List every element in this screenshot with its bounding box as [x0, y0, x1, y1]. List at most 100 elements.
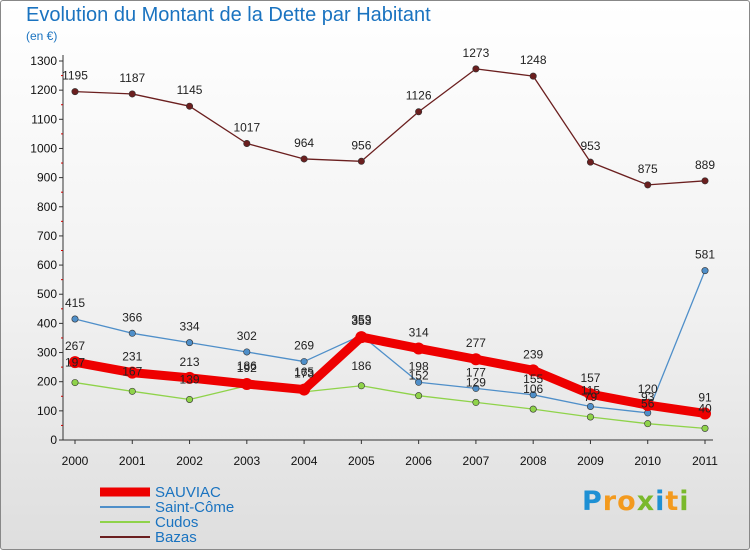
x-tick-label: 2002: [176, 454, 203, 468]
data-point-cudos: [415, 392, 423, 400]
data-label-sauviac: 267: [65, 339, 85, 353]
data-point-cudos: [644, 420, 652, 428]
data-label-bazas: 964: [294, 136, 314, 150]
data-label-cudos: 129: [466, 375, 486, 389]
data-point-cudos: [357, 382, 365, 390]
data-label-bazas: 1126: [406, 89, 432, 103]
data-label-saint-c-me: 177: [466, 365, 486, 379]
data-point-cudos: [472, 398, 480, 406]
logo-letter: i: [655, 486, 666, 517]
data-label-cudos: 186: [237, 359, 257, 373]
data-point-bazas: [357, 157, 365, 165]
y-tick-label: 1100: [31, 112, 57, 126]
data-label-bazas: 1273: [463, 46, 490, 60]
logo-letter: x: [636, 486, 656, 517]
data-label-sauviac: 192: [237, 361, 257, 375]
series-line-sauviac: [70, 332, 710, 418]
data-point-bazas: [186, 102, 194, 110]
data-point-bazas: [529, 72, 537, 80]
data-point-sauviac: [584, 388, 597, 401]
data-label-saint-c-me: 581: [695, 248, 715, 262]
data-label-bazas: 1195: [62, 69, 88, 83]
data-label-cudos: 139: [180, 372, 200, 386]
series-line-cudos: [74, 381, 706, 429]
data-point-sauviac: [126, 366, 139, 379]
y-tick-label: 800: [37, 200, 57, 214]
data-point-cudos: [529, 405, 537, 413]
data-point-bazas: [243, 140, 251, 148]
data-point-sauviac: [699, 407, 711, 420]
x-tick-label: 2000: [62, 454, 89, 468]
data-point-bazas: [644, 181, 652, 189]
y-tick-label: 400: [37, 316, 57, 330]
data-point-sauviac: [240, 378, 253, 391]
x-tick-label: 2003: [233, 454, 260, 468]
x-tick-label: 2005: [348, 454, 375, 468]
data-point-cudos: [71, 379, 79, 387]
data-point-sauviac: [355, 331, 368, 344]
data-point-bazas: [701, 177, 709, 185]
data-label-saint-c-me: 198: [409, 359, 429, 373]
x-tick-label: 2006: [405, 454, 432, 468]
y-tick-label: 1300: [30, 54, 57, 68]
y-tick-label: 900: [37, 171, 57, 185]
data-label-cudos: 106: [523, 382, 543, 396]
data-point-saint-c-me: [128, 329, 136, 337]
data-point-saint-c-me: [529, 391, 537, 399]
data-point-bazas: [71, 88, 79, 96]
data-label-bazas: 1248: [520, 53, 547, 67]
data-label-saint-c-me: 302: [237, 329, 257, 343]
y-tick-label: 600: [37, 258, 57, 272]
data-point-saint-c-me: [71, 315, 79, 323]
y-tick-label: 0: [50, 433, 57, 447]
data-label-cudos: 167: [122, 364, 142, 378]
data-point-saint-c-me: [243, 348, 251, 356]
x-tick-label: 2011: [692, 454, 718, 468]
y-tick-label: 700: [37, 229, 57, 243]
series-line-saint-c-me: [74, 269, 706, 414]
data-label-bazas: 1017: [233, 121, 260, 135]
data-label-sauviac: 213: [180, 355, 200, 369]
data-point-sauviac: [641, 399, 654, 412]
data-label-cudos: 56: [641, 397, 655, 411]
data-point-saint-c-me: [472, 384, 480, 392]
data-label-cudos: 79: [584, 390, 598, 404]
logo-letter: t: [665, 486, 680, 517]
data-label-cudos: 186: [351, 359, 371, 373]
data-label-bazas: 1187: [119, 71, 145, 85]
data-point-saint-c-me: [415, 378, 423, 386]
x-tick-label: 2004: [291, 454, 318, 468]
logo-letter: o: [617, 486, 637, 517]
x-tick-label: 2007: [463, 454, 490, 468]
logo-letter: i: [679, 486, 690, 517]
data-point-cudos: [186, 395, 194, 403]
data-label-sauviac: 120: [638, 382, 658, 396]
logo-letter: P: [582, 486, 603, 517]
legend-label-cudos: Cudos: [155, 514, 198, 531]
data-label-sauviac: 173: [294, 367, 314, 381]
data-point-sauviac: [298, 383, 311, 396]
y-tick-label: 300: [37, 346, 57, 360]
data-label-cudos: 197: [65, 356, 85, 370]
y-tick-label: 1000: [30, 141, 57, 155]
data-label-bazas: 953: [580, 139, 600, 153]
data-point-cudos: [586, 413, 594, 421]
data-point-saint-c-me: [586, 402, 594, 410]
data-point-sauviac: [527, 364, 540, 377]
legend-label-sauviac: SAUVIAC: [155, 484, 221, 501]
x-tick-label: 2010: [634, 454, 661, 468]
data-point-sauviac: [183, 371, 196, 384]
data-label-saint-c-me: 155: [523, 372, 543, 386]
data-point-bazas: [128, 90, 136, 98]
data-label-bazas: 875: [638, 162, 658, 176]
data-label-saint-c-me: 359: [351, 312, 371, 326]
data-point-sauviac: [412, 342, 425, 355]
data-point-bazas: [586, 158, 594, 166]
proxiti-logo: Proxiti: [582, 486, 690, 517]
data-label-sauviac: 231: [122, 350, 142, 364]
data-point-bazas: [300, 155, 308, 163]
data-label-saint-c-me: 334: [180, 320, 200, 334]
logo-letter: r: [602, 486, 618, 517]
